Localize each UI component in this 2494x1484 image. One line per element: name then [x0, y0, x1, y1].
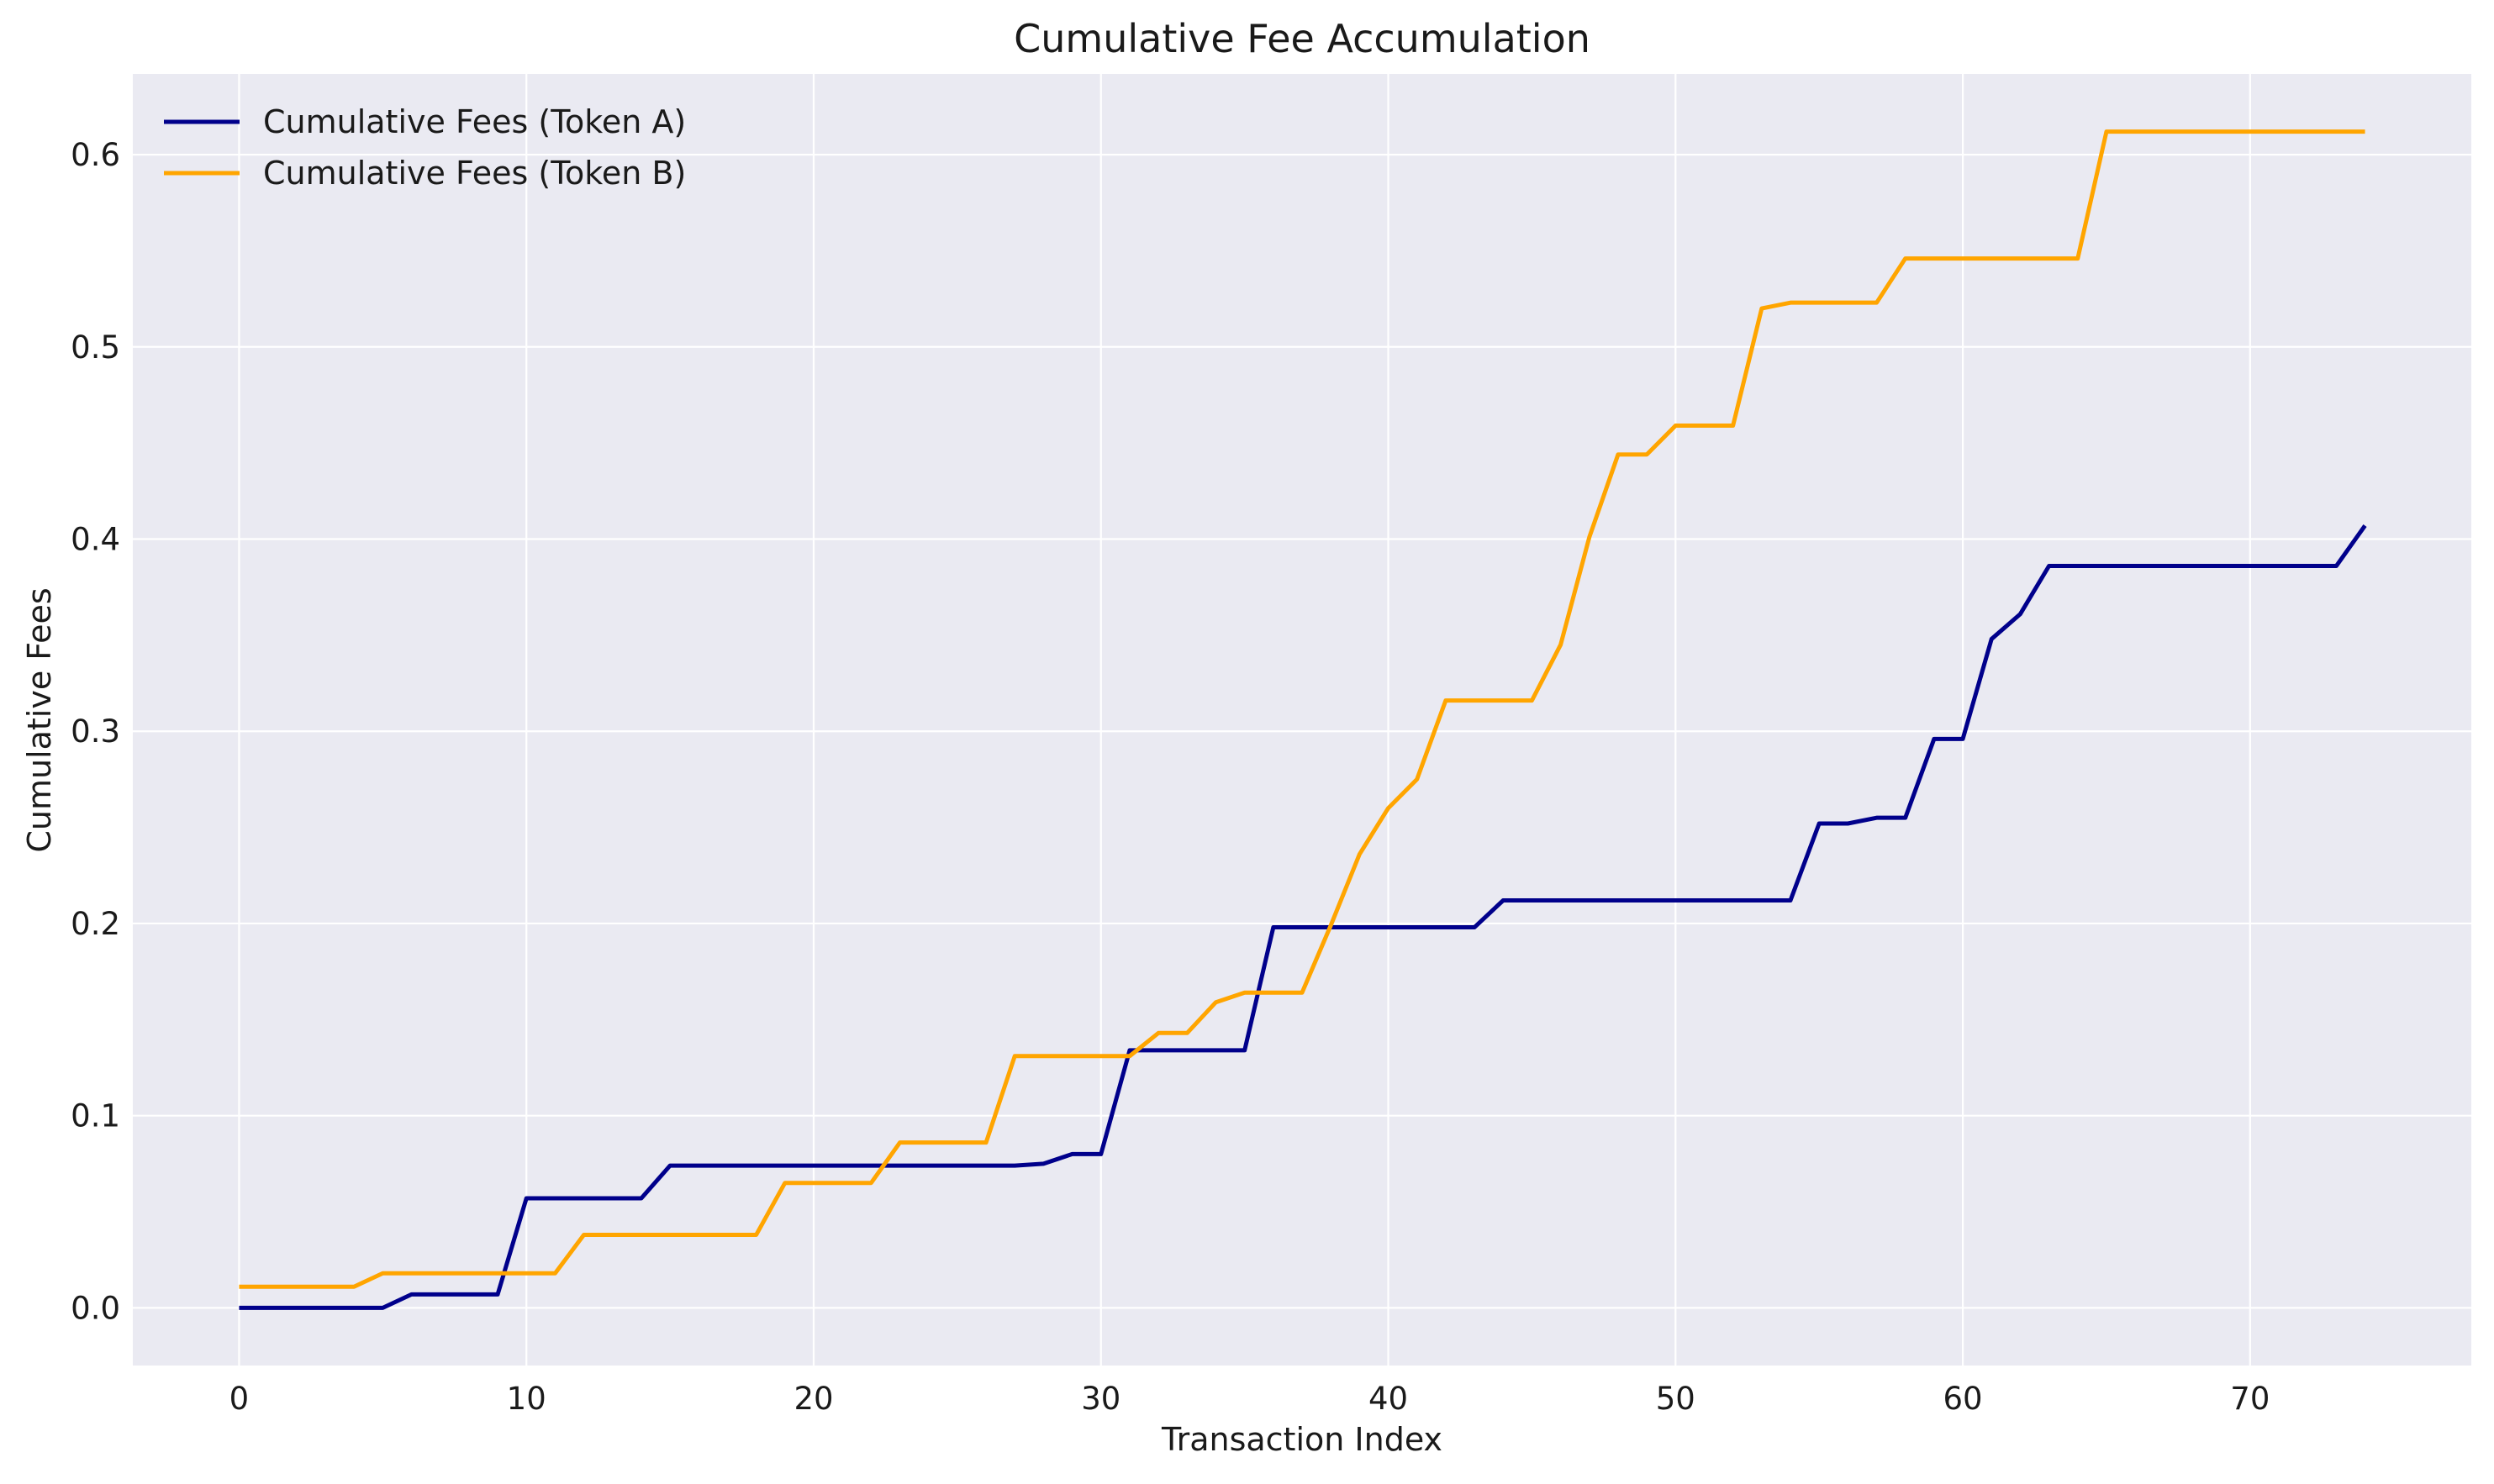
y-axis-ticks: 0.0 0.1 0.2 0.3 0.4 0.5 0.6	[71, 137, 120, 1326]
x-tick-label: 60	[1943, 1381, 1983, 1417]
series-line-token-a	[239, 524, 2367, 1310]
y-tick-label: 0.2	[71, 906, 120, 942]
y-tick-label: 0.0	[71, 1290, 120, 1326]
y-tick-label: 0.5	[71, 329, 120, 366]
x-tick-label: 10	[507, 1381, 546, 1417]
x-tick-label: 0	[229, 1381, 250, 1417]
series-line-token-b	[239, 129, 2365, 1289]
x-tick-label: 50	[1656, 1381, 1695, 1417]
legend: Cumulative Fees (Token A) Cumulative Fees…	[164, 103, 686, 192]
x-tick-label: 20	[794, 1381, 833, 1417]
y-tick-label: 0.6	[71, 137, 120, 173]
grid-lines	[133, 74, 2471, 1366]
series-lines	[239, 129, 2367, 1310]
x-tick-label: 40	[1368, 1381, 1408, 1417]
x-axis-ticks: 0 10 20 30 40 50 60 70	[229, 1381, 2270, 1417]
legend-label: Cumulative Fees (Token A)	[263, 103, 686, 140]
y-tick-label: 0.3	[71, 713, 120, 750]
y-tick-label: 0.1	[71, 1098, 120, 1134]
x-axis-label: Transaction Index	[1161, 1421, 1442, 1458]
x-tick-label: 70	[2230, 1381, 2270, 1417]
y-axis-label: Cumulative Fees	[21, 587, 58, 852]
y-tick-label: 0.4	[71, 522, 120, 558]
legend-label: Cumulative Fees (Token B)	[263, 155, 686, 192]
chart-title: Cumulative Fee Accumulation	[1014, 16, 1590, 61]
x-tick-label: 30	[1081, 1381, 1120, 1417]
plot-area-background	[133, 74, 2471, 1366]
